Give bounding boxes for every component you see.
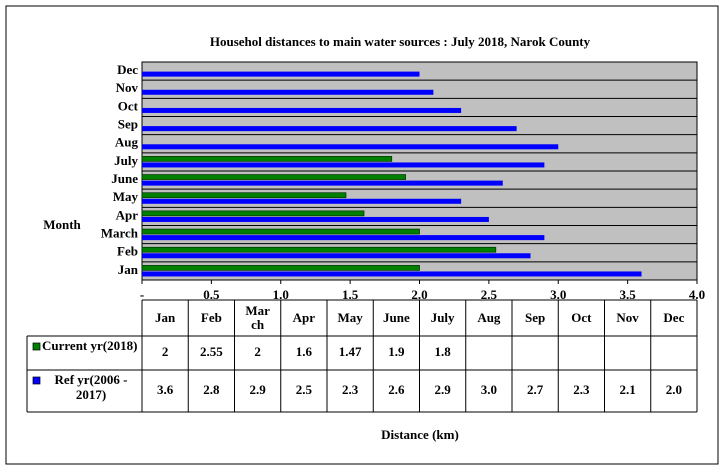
bar: [142, 162, 545, 168]
bar: [142, 235, 545, 241]
table-header-text: Oct: [571, 310, 592, 325]
table-value: 2.9: [250, 382, 267, 397]
y-tick-label: May: [113, 189, 139, 204]
y-tick-label: Jan: [118, 262, 139, 277]
table-header: July: [430, 310, 455, 325]
table-value: 2.1: [620, 382, 636, 397]
bar: [141, 265, 420, 271]
table-header: June: [383, 310, 410, 325]
table-header-text: July: [430, 310, 455, 325]
chart-title: Househol distances to main water sources…: [210, 34, 591, 49]
table-value: 3.0: [481, 382, 497, 397]
table-value: 2.0: [666, 382, 682, 397]
table-header: Sep: [525, 310, 546, 325]
table-header: Feb: [200, 310, 222, 325]
table-header-text: March: [245, 303, 270, 332]
table-header: Oct: [571, 310, 592, 325]
y-tick-label: Nov: [116, 80, 139, 95]
x-tick-label: 2.0: [411, 287, 427, 302]
table-value: 1.47: [339, 344, 362, 359]
table-header-text: Nov: [616, 310, 639, 325]
y-axis-label: Month: [43, 217, 81, 232]
table-header: Jan: [155, 310, 176, 325]
bar: [141, 174, 406, 180]
table-header: Aug: [477, 310, 501, 325]
bar: [141, 156, 393, 162]
table-value: 2.3: [573, 382, 590, 397]
bar: [142, 107, 462, 113]
table-header-text: Jan: [155, 310, 176, 325]
table-value: 2.8: [203, 382, 220, 397]
legend-text: Ref yr(2006 - 2017): [54, 372, 128, 402]
y-tick-label: March: [101, 226, 139, 241]
table-value: 2.9: [435, 382, 452, 397]
table-header: Apr: [292, 310, 316, 325]
table-value: 1.9: [388, 344, 405, 359]
table-value: 2.7: [527, 382, 544, 397]
y-tick-label: Dec: [117, 62, 138, 77]
legend-swatch: [32, 342, 41, 351]
table-value: 3.6: [157, 382, 174, 397]
x-tick-label: 1.0: [273, 287, 289, 302]
bar: [141, 210, 365, 217]
table-value: 2.6: [388, 382, 405, 397]
table-header-text: Sep: [525, 310, 546, 325]
x-tick-label: 3.0: [550, 287, 566, 302]
table-header-text: Aug: [477, 310, 501, 325]
y-tick-label: Feb: [117, 244, 138, 259]
x-axis-label: Distance (km): [381, 427, 459, 442]
table-header-text: Dec: [663, 310, 685, 325]
x-tick-label: 3.5: [620, 287, 637, 302]
table-value: 1.6: [296, 344, 313, 359]
bar: [142, 144, 559, 150]
legend-swatch: [32, 376, 41, 385]
x-tick-label: 2.5: [481, 287, 498, 302]
bar: [141, 246, 497, 253]
legend-entry: Ref yr(2006 - 2017): [54, 372, 128, 402]
table-value: 2.3: [342, 382, 359, 397]
table-value: 2.5: [296, 382, 313, 397]
bar: [142, 216, 489, 222]
y-tick-label: June: [111, 171, 138, 186]
x-tick-label: 4.0: [689, 287, 705, 302]
bar: [142, 71, 420, 77]
table-header-text: June: [383, 310, 410, 325]
y-tick-label: July: [114, 153, 138, 168]
y-tick-label: Apr: [116, 207, 139, 222]
table-header-text: Apr: [292, 310, 316, 325]
table-value: 2: [254, 344, 261, 359]
x-tick-label: 0.5: [203, 287, 220, 302]
bar: [142, 126, 517, 132]
table-header: March: [245, 303, 270, 332]
bar: [141, 228, 420, 235]
table-header-text: May: [337, 310, 363, 325]
table-header-text: Feb: [200, 310, 222, 325]
table-header: Nov: [616, 310, 639, 325]
bar: [141, 192, 347, 199]
table-value: 2: [162, 344, 169, 359]
bar: [142, 89, 434, 95]
legend-text: Current yr(2018): [42, 338, 138, 353]
table-header: Dec: [663, 310, 685, 325]
y-tick-label: Sep: [118, 117, 138, 132]
y-tick-label: Oct: [118, 98, 139, 113]
x-tick-label: -: [140, 287, 144, 302]
bar: [142, 180, 503, 186]
x-tick-label: 1.5: [342, 287, 359, 302]
table-value: 2.55: [200, 344, 223, 359]
table-header: May: [337, 310, 363, 325]
bar: [142, 198, 462, 204]
legend-entry: Current yr(2018): [42, 338, 138, 353]
table-value: 1.8: [435, 344, 452, 359]
bar: [142, 253, 531, 259]
bar: [142, 271, 642, 277]
y-tick-label: Aug: [115, 135, 139, 150]
